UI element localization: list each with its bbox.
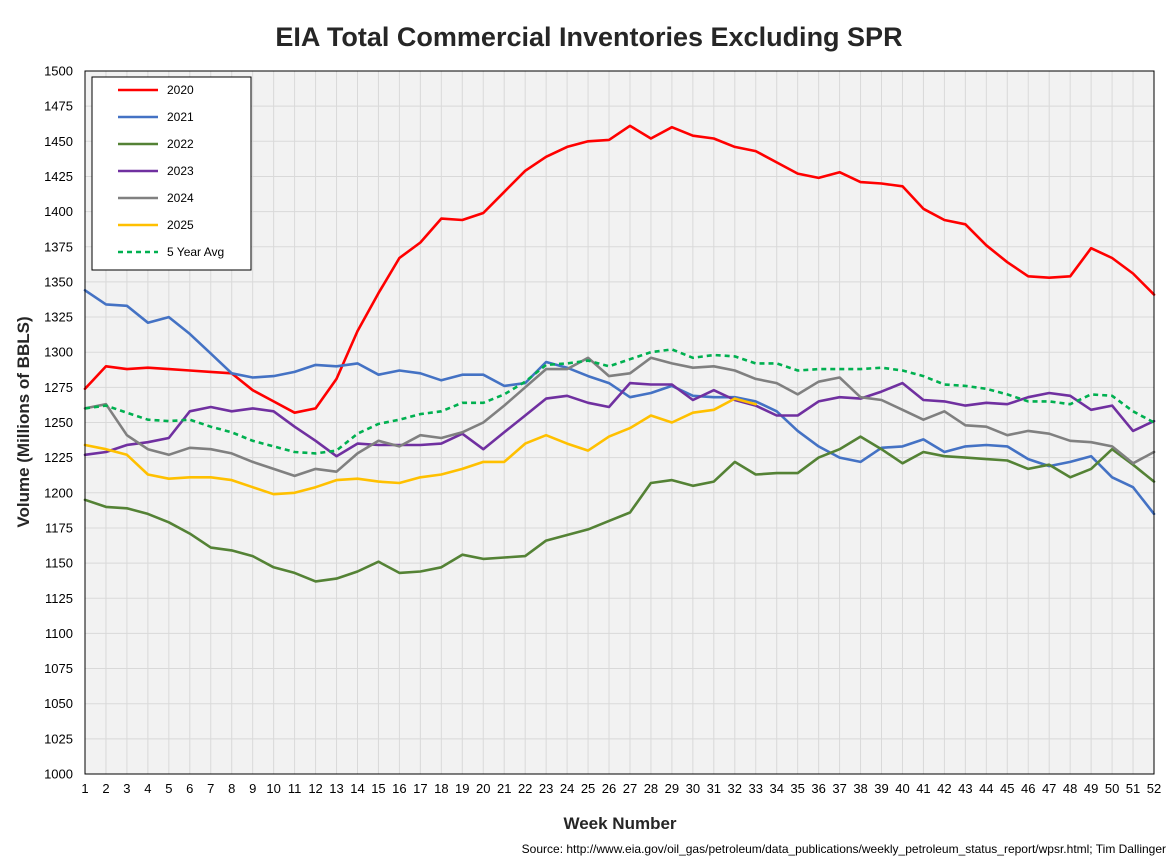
plot-border	[84, 70, 1155, 775]
x-tick-label: 39	[874, 781, 888, 796]
x-tick-label: 9	[249, 781, 256, 796]
x-tick-label: 19	[455, 781, 469, 796]
y-tick-label: 1000	[44, 767, 73, 782]
x-tick-label: 51	[1126, 781, 1140, 796]
legend-label: 2025	[167, 218, 194, 232]
x-tick-label: 50	[1105, 781, 1119, 796]
x-tick-label: 42	[937, 781, 951, 796]
x-tick-label: 2	[102, 781, 109, 796]
legend-box	[91, 76, 252, 271]
x-tick-label: 20	[476, 781, 490, 796]
legend-label: 2021	[167, 110, 194, 124]
y-tick-label: 1100	[45, 626, 73, 641]
x-tick-label: 26	[602, 781, 616, 796]
y-tick-label: 1475	[44, 99, 73, 114]
y-tick-label: 1250	[44, 415, 73, 430]
y-tick-label: 1450	[44, 134, 73, 149]
y-tick-label: 1375	[44, 239, 73, 254]
y-tick-label: 1050	[44, 696, 73, 711]
x-tick-label: 15	[371, 781, 385, 796]
x-tick-label: 36	[811, 781, 825, 796]
x-tick-label: 21	[497, 781, 511, 796]
x-tick-label: 5	[165, 781, 172, 796]
y-tick-label: 1325	[44, 310, 73, 325]
y-tick-label: 1025	[44, 731, 73, 746]
x-tick-label: 4	[144, 781, 151, 796]
x-tick-label: 16	[392, 781, 406, 796]
y-tick-label: 1125	[45, 591, 73, 606]
y-tick-label: 1275	[44, 380, 73, 395]
y-axis-title: Volume (Millions of BBLS)	[14, 316, 33, 527]
axes: 1 2 3 4 5 6 7 8 9 10 11 12 13 14 15 16 17 18 19 20 21 22 23 24 2…	[44, 64, 1161, 797]
series-line-2024	[83, 356, 1156, 478]
legend-label: 2023	[167, 164, 194, 178]
x-tick-label: 17	[413, 781, 427, 796]
y-tick-label: 1075	[44, 661, 73, 676]
x-tick-label: 3	[123, 781, 130, 796]
x-tick-label: 40	[895, 781, 909, 796]
x-tick-label: 1	[81, 781, 88, 796]
legend-label: 5 Year Avg	[167, 245, 224, 259]
y-tick-label: 1150	[45, 556, 73, 571]
x-axis-title: Week Number	[563, 814, 676, 833]
x-tick-label: 45	[1000, 781, 1014, 796]
x-tick-label: 32	[728, 781, 742, 796]
x-tick-label: 24	[560, 781, 574, 796]
x-tick-label: 48	[1063, 781, 1077, 796]
x-tick-label: 37	[832, 781, 846, 796]
x-tick-label: 6	[186, 781, 193, 796]
x-tick-label: 38	[853, 781, 867, 796]
series-lines	[83, 124, 1156, 583]
chart-title: EIA Total Commercial Inventories Excludi…	[275, 22, 902, 52]
x-tick-label: 47	[1042, 781, 1056, 796]
x-tick-label: 41	[916, 781, 930, 796]
x-tick-label: 46	[1021, 781, 1035, 796]
y-tick-label: 1200	[44, 485, 73, 500]
x-tick-label: 10	[266, 781, 280, 796]
x-tick-label: 23	[539, 781, 553, 796]
series-line-2022	[83, 435, 1156, 583]
y-tick-label: 1500	[44, 64, 73, 79]
x-tick-label: 22	[518, 781, 532, 796]
series-line-2021	[83, 288, 1156, 516]
legend: 2020 2021 2022 2023 2024 2025 5 Year Avg	[91, 76, 252, 271]
x-tick-label: 44	[979, 781, 993, 796]
x-tick-label: 30	[686, 781, 700, 796]
x-tick-label: 18	[434, 781, 448, 796]
y-tick-label: 1400	[44, 204, 73, 219]
x-tick-label: 29	[665, 781, 679, 796]
x-tick-label: 27	[623, 781, 637, 796]
x-tick-label: 7	[207, 781, 214, 796]
x-tick-label: 25	[581, 781, 595, 796]
x-tick-label: 8	[228, 781, 235, 796]
x-tick-label: 31	[707, 781, 721, 796]
y-tick-label: 1225	[44, 450, 73, 465]
y-tick-label: 1300	[44, 345, 73, 360]
y-tick-label: 1175	[45, 520, 73, 535]
x-tick-label: 28	[644, 781, 658, 796]
x-tick-label: 43	[958, 781, 972, 796]
series-line-5-year-avg	[84, 348, 1155, 455]
legend-label: 2020	[167, 83, 194, 97]
legend-label: 2024	[167, 191, 194, 205]
source-note: Source: http://www.eia.gov/oil_gas/petro…	[522, 842, 1166, 856]
x-tick-label: 33	[749, 781, 763, 796]
y-tick-label: 1350	[44, 274, 73, 289]
y-tick-label: 1425	[44, 169, 73, 184]
x-tick-label: 35	[790, 781, 804, 796]
x-tick-label: 49	[1084, 781, 1098, 796]
x-tick-label: 14	[350, 781, 364, 796]
x-tick-label: 13	[329, 781, 343, 796]
legend-label: 2022	[167, 137, 194, 151]
series-line-2020	[83, 124, 1156, 415]
x-tick-label: 52	[1147, 781, 1161, 796]
series-line-2023	[83, 381, 1156, 458]
x-tick-label: 34	[769, 781, 783, 796]
x-tick-label: 11	[288, 781, 302, 796]
x-tick-label: 12	[308, 781, 322, 796]
series-line-2025	[83, 397, 758, 496]
